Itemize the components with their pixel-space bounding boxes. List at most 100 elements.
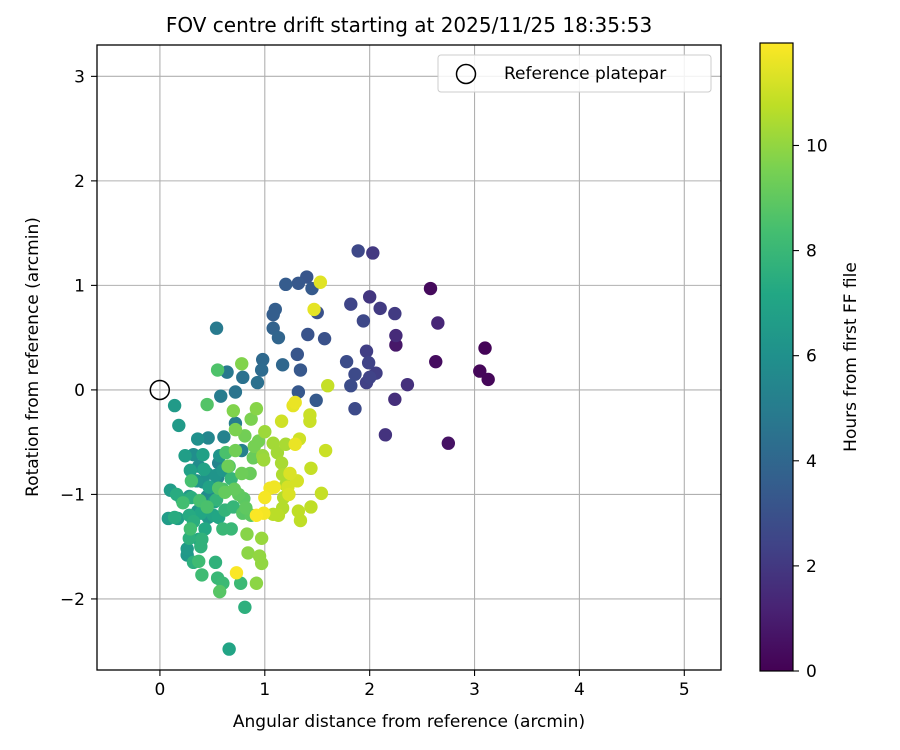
scatter-point: [275, 358, 290, 372]
scatter-point: [321, 379, 335, 393]
scatter-point: [304, 461, 318, 475]
scatter-point: [256, 352, 270, 367]
scatter-point: [238, 429, 252, 443]
scatter-point: [373, 301, 387, 316]
scatter-point: [180, 542, 194, 556]
scatter-point: [361, 356, 376, 370]
scatter-point: [183, 463, 198, 478]
scatter-point: [362, 370, 377, 385]
colorbar-tick-label: 6: [806, 347, 817, 367]
colorbar-ticks: 0 2 4 6 8 10: [793, 136, 828, 682]
scatter-point: [252, 549, 267, 563]
scatter-point: [314, 486, 329, 501]
legend-label: Reference platepar: [504, 64, 666, 84]
scatter-point: [400, 377, 415, 392]
scatter-point: [291, 385, 306, 399]
scatter-point: [423, 281, 438, 296]
y-tick-label: 1: [74, 276, 85, 296]
scatter-point: [473, 364, 487, 378]
scatter-point: [274, 456, 289, 470]
colorbar-tick-label: 8: [806, 242, 817, 262]
scatter-point: [344, 379, 358, 393]
scatter-point: [257, 453, 271, 467]
colorbar-tick-label: 10: [806, 136, 828, 156]
scatter-point: [228, 422, 243, 437]
legend-marker: [455, 63, 477, 85]
scatter-point: [313, 275, 328, 289]
scatter-point: [378, 428, 393, 442]
colorbar-label: Hours from first FF file: [841, 262, 861, 452]
scatter-point: [348, 402, 362, 416]
scatter-point: [270, 445, 285, 460]
x-axis-label: Angular distance from reference (arcmin): [233, 712, 585, 732]
scatter-point: [388, 392, 402, 407]
scatter-point: [301, 327, 315, 342]
scatter-point: [228, 385, 243, 399]
scatter-point: [258, 490, 272, 505]
scatter-point: [197, 462, 211, 477]
scatter-point: [167, 398, 182, 413]
scatter-point: [217, 430, 231, 444]
data-points: [161, 244, 495, 656]
scatter-point: [221, 459, 235, 473]
scatter-point: [478, 341, 492, 355]
scatter-point: [431, 316, 445, 330]
scatter-point: [235, 466, 249, 481]
scatter-point: [183, 522, 198, 536]
plot-frame: [96, 44, 722, 671]
y-tick-label: 3: [74, 67, 85, 87]
scatter-point: [481, 372, 495, 387]
scatter-point: [293, 363, 308, 377]
scatter-point: [290, 347, 305, 362]
scatter-point: [258, 425, 272, 439]
scatter-point: [195, 532, 209, 547]
scatter-point: [429, 354, 443, 369]
scatter-point: [238, 600, 252, 614]
scatter-point: [307, 302, 321, 317]
y-tick-label: −1: [60, 485, 85, 505]
colorbar-tick-label: 4: [806, 452, 817, 472]
y-tick-label: 2: [74, 172, 85, 192]
scatter-point: [224, 472, 238, 486]
scatter-point: [274, 414, 289, 428]
scatter-point: [366, 246, 380, 260]
scatter-point: [196, 447, 210, 462]
x-tick-label: 3: [469, 680, 480, 700]
x-tick-label: 2: [364, 680, 375, 700]
chart-title: FOV centre drift starting at 2025/11/25 …: [166, 13, 652, 37]
colorbar-gradient: [759, 42, 794, 672]
scatter-point: [244, 412, 258, 426]
x-tick-label: 0: [155, 680, 166, 700]
x-tick-label: 4: [574, 680, 585, 700]
scatter-point: [339, 354, 354, 369]
scatter-point: [309, 393, 323, 408]
x-axis-ticks: 0 1 2 3 4 5: [155, 670, 690, 700]
scatter-point: [236, 370, 250, 385]
scatter-point: [317, 331, 332, 346]
scatter-point: [178, 449, 192, 463]
scatter-point: [229, 566, 244, 580]
scatter-point: [200, 500, 214, 514]
scatter-point: [228, 443, 243, 458]
scatter-point: [222, 642, 236, 656]
y-axis-ticks: −2 −1 0 1 2 3: [60, 67, 97, 610]
scatter-point: [288, 437, 302, 451]
reference-marker: [149, 379, 171, 401]
scatter-point: [267, 480, 281, 494]
scatter-point: [176, 496, 190, 510]
scatter-point: [214, 389, 228, 403]
scatter-point: [239, 501, 253, 515]
scatter-point: [249, 576, 264, 590]
scatter-point: [241, 546, 255, 560]
colorbar-tick-label: 0: [806, 662, 817, 682]
scatter-point: [226, 404, 241, 418]
y-axis-label: Rotation from reference (arcmin): [23, 217, 43, 497]
scatter-point: [254, 531, 269, 546]
scatter-point: [192, 554, 206, 569]
scatter-point: [282, 487, 296, 502]
scatter-point: [201, 431, 215, 445]
scatter-point: [362, 290, 377, 304]
scatter-point: [235, 357, 249, 371]
scatter-point: [210, 363, 225, 377]
